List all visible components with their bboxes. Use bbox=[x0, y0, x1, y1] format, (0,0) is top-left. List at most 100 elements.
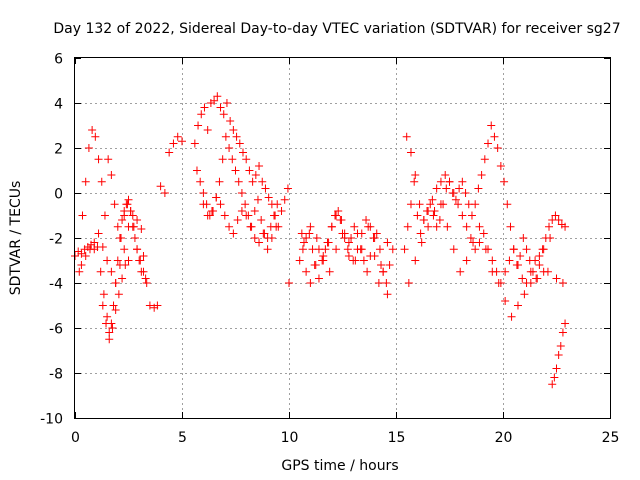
data-point bbox=[327, 222, 336, 231]
data-point bbox=[285, 279, 293, 287]
data-point bbox=[272, 222, 281, 231]
data-point bbox=[490, 132, 499, 141]
data-point bbox=[526, 267, 535, 276]
data-point bbox=[404, 279, 413, 287]
data-point bbox=[383, 290, 392, 299]
data-point bbox=[552, 274, 561, 283]
data-point bbox=[255, 238, 264, 247]
data-point bbox=[400, 245, 409, 254]
data-point bbox=[319, 252, 328, 260]
data-point bbox=[259, 229, 268, 238]
data-point bbox=[522, 245, 531, 254]
data-point bbox=[242, 211, 251, 220]
data-point bbox=[364, 222, 373, 231]
data-point bbox=[430, 207, 439, 215]
data-point bbox=[128, 211, 137, 220]
data-point bbox=[251, 171, 260, 179]
data-point bbox=[372, 229, 381, 238]
data-point bbox=[471, 200, 480, 209]
data-point bbox=[90, 238, 99, 247]
data-point bbox=[493, 144, 502, 152]
data-point bbox=[297, 229, 306, 238]
data-point bbox=[105, 328, 114, 337]
data-point bbox=[550, 373, 559, 382]
data-point bbox=[413, 211, 422, 220]
data-point bbox=[231, 166, 240, 175]
data-point bbox=[480, 155, 489, 164]
data-point bbox=[481, 245, 490, 254]
data-point bbox=[428, 195, 437, 204]
data-point bbox=[340, 234, 349, 242]
data-point bbox=[432, 184, 441, 193]
data-point bbox=[99, 290, 108, 299]
data-point bbox=[451, 195, 460, 204]
data-point bbox=[283, 184, 292, 193]
data-point bbox=[436, 200, 445, 209]
data-point bbox=[417, 238, 426, 247]
data-point bbox=[77, 261, 86, 269]
data-point bbox=[207, 207, 216, 215]
data-point bbox=[306, 222, 315, 231]
data-point bbox=[160, 189, 169, 197]
data-point bbox=[107, 267, 116, 276]
data-point bbox=[357, 229, 366, 238]
x-tick-label: 5 bbox=[178, 430, 187, 446]
data-point bbox=[77, 249, 86, 258]
data-point bbox=[388, 245, 397, 254]
x-tick-label: 15 bbox=[388, 430, 406, 446]
data-point bbox=[374, 279, 383, 287]
data-point bbox=[199, 200, 208, 209]
data-point bbox=[245, 166, 254, 175]
data-point bbox=[137, 225, 146, 233]
data-point bbox=[546, 234, 555, 242]
data-point bbox=[255, 162, 264, 170]
data-point bbox=[165, 148, 174, 157]
data-point bbox=[359, 256, 368, 265]
chart-title: Day 132 of 2022, Sidereal Day-to-day VTE… bbox=[53, 21, 620, 37]
data-point bbox=[518, 274, 527, 283]
data-point bbox=[199, 189, 208, 197]
data-point bbox=[314, 274, 323, 283]
data-point bbox=[248, 177, 257, 186]
data-point bbox=[556, 342, 565, 350]
data-point bbox=[117, 234, 126, 242]
data-point bbox=[94, 229, 103, 238]
data-point bbox=[261, 184, 270, 193]
data-point bbox=[370, 252, 379, 260]
data-point bbox=[118, 216, 127, 224]
data-point bbox=[436, 177, 445, 186]
data-point bbox=[343, 245, 352, 254]
data-point bbox=[190, 139, 199, 148]
data-point bbox=[310, 261, 319, 269]
data-point bbox=[487, 121, 496, 130]
data-point bbox=[455, 184, 464, 193]
y-tick-label: 6 bbox=[54, 52, 63, 68]
data-point bbox=[108, 324, 117, 332]
y-tick-label: 4 bbox=[54, 97, 63, 113]
data-point bbox=[81, 252, 90, 260]
data-point bbox=[220, 211, 229, 220]
data-point bbox=[178, 137, 186, 146]
data-point bbox=[124, 195, 133, 204]
data-point bbox=[229, 229, 238, 238]
data-point bbox=[503, 200, 512, 209]
data-point bbox=[551, 211, 560, 220]
data-point bbox=[545, 222, 554, 231]
data-point bbox=[477, 171, 486, 179]
x-tick-label: 20 bbox=[495, 430, 513, 446]
data-point bbox=[501, 267, 510, 276]
data-point bbox=[336, 216, 345, 224]
data-point bbox=[212, 193, 221, 202]
data-point bbox=[312, 234, 321, 242]
data-point bbox=[462, 222, 471, 231]
data-point bbox=[229, 126, 238, 134]
data-point bbox=[323, 238, 332, 247]
data-point bbox=[350, 222, 359, 231]
data-point bbox=[98, 243, 107, 251]
data-point bbox=[516, 252, 525, 260]
data-point bbox=[84, 144, 93, 152]
data-point bbox=[411, 256, 420, 265]
data-point bbox=[558, 328, 567, 337]
data-point bbox=[237, 189, 246, 197]
